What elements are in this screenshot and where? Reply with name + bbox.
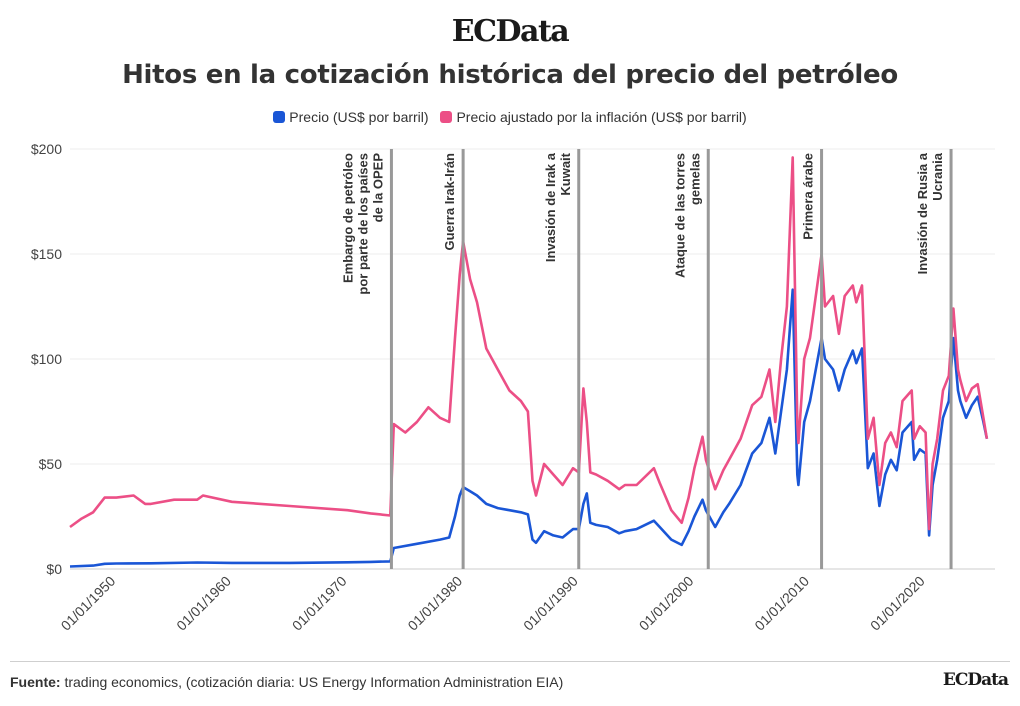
event-label: de la OPEP: [370, 153, 385, 223]
chart-title: Hitos en la cotización histórica del pre…: [122, 60, 898, 90]
y-tick-label: $100: [31, 351, 62, 367]
x-tick-label: 01/01/1970: [289, 573, 350, 634]
x-tick-label: 01/01/2010: [751, 573, 812, 634]
x-tick-label: 01/01/2000: [636, 573, 697, 634]
event-label: por parte de los países: [355, 153, 370, 295]
footer-divider: [10, 661, 1010, 662]
source-label: Fuente:: [10, 674, 61, 690]
legend-swatch-precio: [273, 111, 286, 123]
event-label: Invasión de Rusia a: [915, 152, 930, 274]
legend-item-precio[interactable]: Precio (US$ por barril): [273, 109, 429, 125]
legend-item-ajustado[interactable]: Precio ajustado por la inflación (US$ po…: [440, 109, 747, 125]
grid-lines: [70, 148, 995, 570]
legend-label-ajustado: Precio ajustado por la inflación (US$ po…: [456, 109, 747, 125]
event-label: Guerra Irak-Irán: [442, 153, 457, 251]
x-tick-label: 01/01/1980: [404, 573, 465, 634]
x-axis: 01/01/1950 01/01/1960 01/01/1970 01/01/1980…: [58, 573, 928, 634]
source-text: trading economics, (cotización diaria: U…: [64, 674, 564, 690]
legend: Precio (US$ por barril) Precio ajustado …: [0, 109, 1020, 125]
y-tick-label: $0: [46, 561, 62, 577]
y-tick-label: $200: [31, 141, 62, 157]
event-label: Ucrania: [930, 152, 945, 200]
event-label: Primera árabe: [801, 153, 816, 240]
legend-label-precio: Precio (US$ por barril): [289, 109, 429, 125]
legend-swatch-ajustado: [440, 111, 453, 123]
event-label: Kuwait: [558, 152, 573, 195]
x-tick-label: 01/01/2020: [867, 573, 928, 634]
event-label: gemelas: [687, 153, 702, 205]
source-note: Fuente: trading economics, (cotización d…: [10, 674, 563, 690]
footer-logo: ECData: [942, 670, 1009, 690]
series-line-precio: [69, 288, 989, 568]
brand-logo: ECData: [451, 14, 570, 49]
x-tick-label: 01/01/1990: [520, 573, 581, 634]
y-tick-label: $50: [39, 456, 63, 472]
x-tick-label: 01/01/1950: [58, 573, 119, 634]
y-axis: $0 $50 $100 $150 $200: [31, 141, 62, 577]
series-line-ajustado: [69, 156, 989, 531]
y-tick-label: $150: [31, 246, 62, 262]
event-label: Invasión de Irak a: [543, 152, 558, 262]
x-tick-label: 01/01/1960: [173, 573, 234, 634]
series-lines: [69, 156, 989, 568]
event-markers: Embargo de petróleo por parte de los país…: [340, 149, 953, 569]
line-chart: $0 $50 $100 $150 $200 Embargo de petróleo por…: [31, 141, 995, 634]
event-label: Embargo de petróleo: [340, 153, 355, 283]
event-label: Ataque de las torres: [672, 153, 687, 278]
